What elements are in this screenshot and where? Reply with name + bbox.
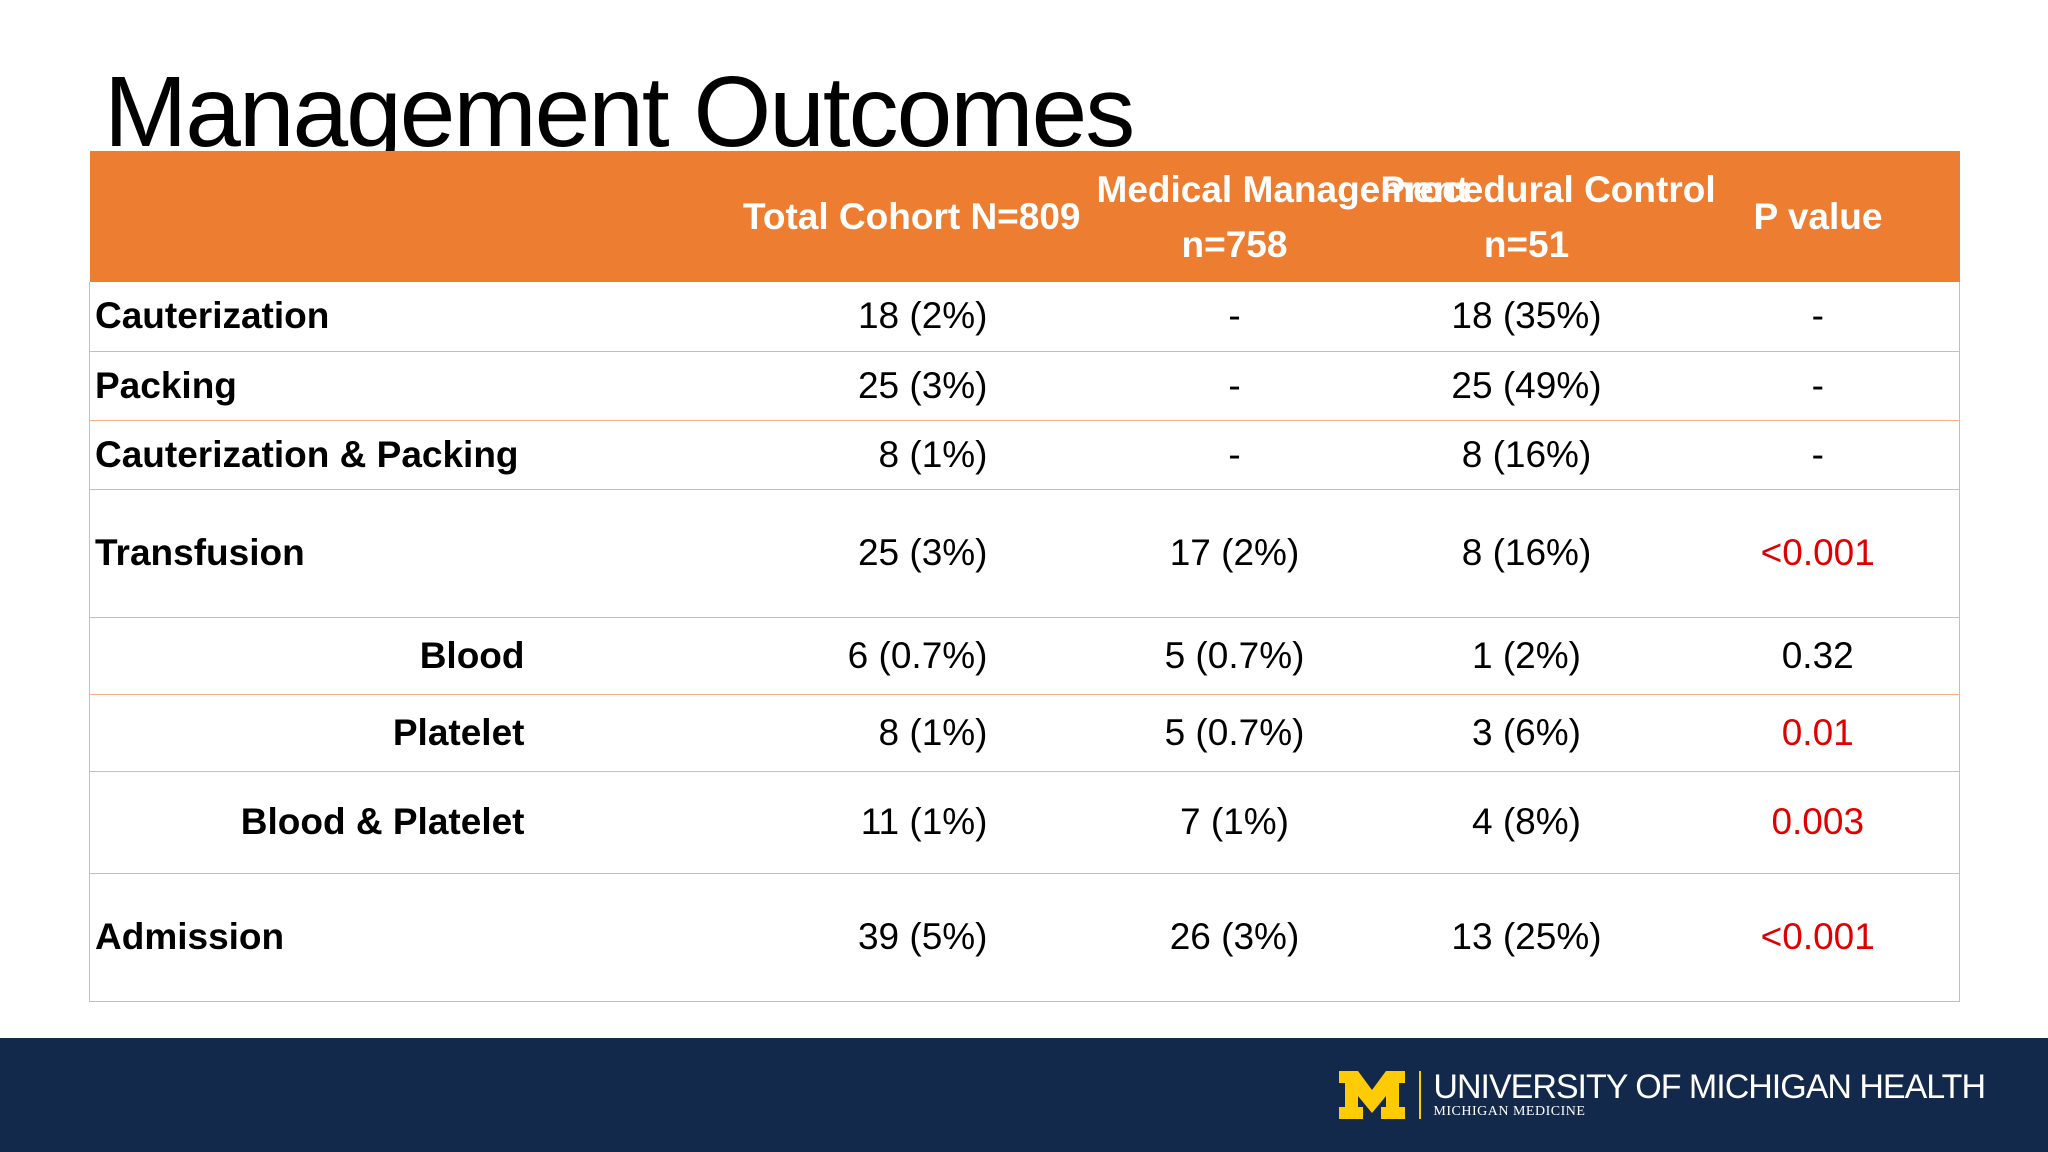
logo-wordmark: UNIVERSITY OF MICHIGAN HEALTH MICHIGAN M… bbox=[1433, 1068, 1986, 1120]
slide-title: Management Outcomes bbox=[104, 56, 1135, 168]
cell-total: 25 (3%) bbox=[857, 532, 988, 573]
university-logo: UNIVERSITY OF MICHIGAN HEALTH MICHIGAN M… bbox=[1339, 1068, 1986, 1121]
cell-total: 25 (3%) bbox=[857, 364, 988, 406]
cell-p-value: - bbox=[1811, 433, 1824, 475]
cell-medical: - bbox=[1228, 433, 1241, 475]
cell-procedural: 4 (8%) bbox=[1472, 801, 1581, 842]
table-row: Blood 6 (0.7%) 5 (0.7%) 1 (2%) 0.32 bbox=[89, 617, 1960, 694]
cell-p-value: - bbox=[1811, 364, 1824, 406]
cell-medical: 7 (1%) bbox=[1180, 801, 1289, 842]
logo-sub-text: MICHIGAN MEDICINE bbox=[1433, 1104, 1586, 1119]
header-p-value: P value bbox=[1753, 196, 1883, 237]
cell-medical: - bbox=[1228, 364, 1241, 406]
outcomes-table: Total Cohort N=809 Medical Management n=… bbox=[89, 151, 1960, 1002]
header-procedural-control: Procedural Control n=51 bbox=[1377, 151, 1716, 282]
logo-main-text: UNIVERSITY OF MICHIGAN HEALTH bbox=[1433, 1068, 1986, 1106]
cell-total: 39 (5%) bbox=[857, 916, 988, 957]
row-label: Transfusion bbox=[95, 532, 305, 573]
cell-p-value: <0.001 bbox=[1677, 873, 1960, 1001]
cell-procedural: 8 (16%) bbox=[1461, 532, 1592, 573]
cell-p-value: - bbox=[1811, 295, 1824, 337]
header-procedural-line1: Procedural Control bbox=[1380, 168, 1716, 210]
significant-p-value: <0.001 bbox=[1760, 532, 1875, 573]
cell-total: 8 (1%) bbox=[878, 711, 988, 753]
cell-procedural: 13 (25%) bbox=[1451, 916, 1602, 957]
cell-procedural: 25 (49%) bbox=[1451, 364, 1602, 406]
cell-total: 8 (1%) bbox=[878, 433, 988, 475]
cell-p-value: <0.001 bbox=[1677, 489, 1960, 617]
cell-medical: 26 (3%) bbox=[1169, 916, 1300, 957]
header-medical-line1: Medical Management bbox=[1096, 168, 1469, 210]
cell-total: 6 (0.7%) bbox=[847, 634, 988, 676]
table-row: Platelet 8 (1%) 5 (0.7%) 3 (6%) 0.01 bbox=[89, 694, 1960, 771]
cell-medical: 17 (2%) bbox=[1169, 532, 1300, 573]
header-medical-line2: n=758 bbox=[1181, 223, 1288, 265]
row-label: Admission bbox=[95, 916, 285, 957]
significant-p-value: 0.003 bbox=[1771, 801, 1865, 842]
table-row: Transfusion 25 (3%) 17 (2%) 8 (16%) <0.0… bbox=[89, 489, 1960, 617]
table-header-row: Total Cohort N=809 Medical Management n=… bbox=[89, 151, 1960, 282]
table-row: Blood & Platelet 11 (1%) 7 (1%) 4 (8%) 0… bbox=[89, 771, 1960, 873]
cell-p-value: 0.32 bbox=[1781, 634, 1854, 676]
cell-p-value: 0.01 bbox=[1677, 694, 1960, 771]
header-medical-management: Medical Management n=758 bbox=[1093, 151, 1469, 282]
cell-total: 11 (1%) bbox=[860, 801, 988, 842]
table-row: Admission 39 (5%) 26 (3%) 13 (25%) <0.00… bbox=[89, 873, 1960, 1001]
header-empty-cell bbox=[90, 151, 545, 282]
cell-procedural: 1 (2%) bbox=[1472, 634, 1581, 676]
table-row: Cauterization & Packing 8 (1%) - 8 (16%)… bbox=[89, 420, 1960, 489]
row-label: Blood bbox=[419, 634, 525, 676]
cell-procedural: 3 (6%) bbox=[1472, 711, 1581, 753]
header-total-cohort: Total Cohort N=809 bbox=[743, 196, 1081, 237]
table-row: Packing 25 (3%) - 25 (49%) - bbox=[89, 351, 1960, 420]
cell-medical: 5 (0.7%) bbox=[1164, 634, 1305, 676]
significant-p-value: 0.01 bbox=[1781, 711, 1854, 753]
cell-total: 18 (2%) bbox=[857, 295, 988, 337]
row-label: Packing bbox=[95, 364, 237, 406]
table-row: Cauterization 18 (2%) - 18 (35%) - bbox=[89, 282, 1960, 351]
significant-p-value: <0.001 bbox=[1760, 916, 1875, 957]
row-label: Cauterization bbox=[95, 295, 330, 337]
cell-procedural: 8 (16%) bbox=[1461, 433, 1592, 475]
cell-medical: 5 (0.7%) bbox=[1164, 711, 1305, 753]
footer-bar: UNIVERSITY OF MICHIGAN HEALTH MICHIGAN M… bbox=[0, 1038, 2048, 1152]
row-label: Cauterization & Packing bbox=[95, 433, 519, 475]
block-m-icon bbox=[1339, 1071, 1406, 1119]
row-label: Blood & Platelet bbox=[240, 801, 525, 842]
cell-medical: - bbox=[1228, 295, 1241, 337]
logo-divider bbox=[1419, 1071, 1422, 1119]
cell-p-value: 0.003 bbox=[1677, 771, 1960, 873]
header-procedural-line2: n=51 bbox=[1483, 223, 1570, 265]
row-label: Platelet bbox=[392, 711, 525, 753]
cell-procedural: 18 (35%) bbox=[1451, 295, 1602, 337]
